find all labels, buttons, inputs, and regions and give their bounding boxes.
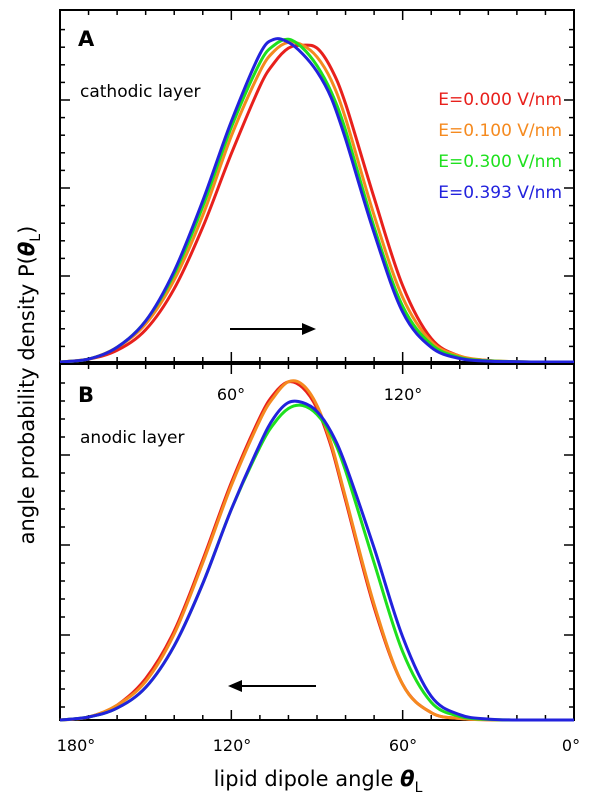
tick-label: 180°: [57, 736, 96, 755]
series-line-0-393: [59, 37, 574, 364]
panel-b-frame: [59, 363, 575, 721]
panel-a-curves: [59, 37, 574, 364]
legend: E=0.000 V/nm E=0.100 V/nm E=0.300 V/nm E…: [438, 90, 562, 203]
series-line-0-300: [59, 403, 574, 722]
panel-b-curves: [59, 379, 574, 722]
legend-item-3: E=0.300 V/nm: [438, 152, 562, 172]
panel-a-letter: A: [78, 27, 95, 51]
panel-b-letter: B: [78, 383, 94, 407]
panel-b: B anodic layer: [59, 363, 575, 722]
panel-a-arrow: [230, 323, 316, 335]
tick-label: 120°: [384, 385, 423, 404]
y-axis-title: angle probability density P(θL): [15, 226, 44, 545]
legend-item-1: E=0.000 V/nm: [438, 90, 562, 110]
panel-b-layer-label: anodic layer: [80, 428, 185, 448]
legend-item-4: E=0.393 V/nm: [438, 183, 562, 203]
panel-b-arrow: [228, 680, 316, 692]
tick-label: 60°: [217, 385, 245, 404]
tick-label: 0°: [562, 736, 580, 755]
series-line-0-393: [59, 399, 574, 722]
x-axis-title: lipid dipole angle θL: [214, 767, 423, 796]
panel-a-layer-label: cathodic layer: [80, 82, 201, 102]
tick-label: 60°: [389, 736, 417, 755]
tick-label: 120°: [213, 736, 252, 755]
panel-a: A cathodic layer E=0.000 V/nm E=0.100 V/…: [59, 9, 575, 364]
legend-item-2: E=0.100 V/nm: [438, 121, 562, 141]
